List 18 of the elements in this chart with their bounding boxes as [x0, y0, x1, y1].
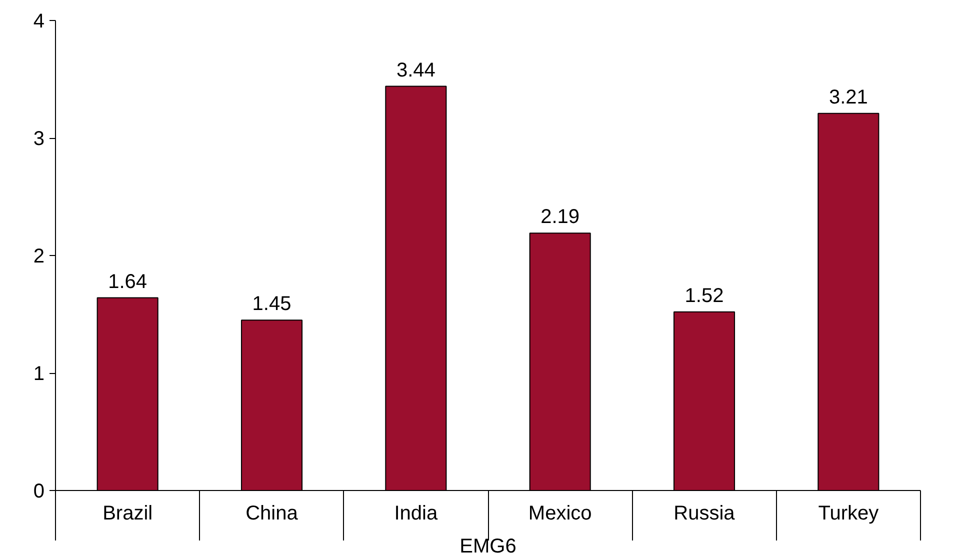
data-label: 3.21	[828, 86, 868, 108]
x-tick-label: Mexico	[528, 502, 592, 524]
data-label: 1.45	[252, 293, 292, 316]
data-label: 1.52	[684, 284, 724, 307]
x-tick-label: China	[246, 502, 299, 524]
y-tick-label: 4	[33, 10, 44, 32]
y-tick-label: 2	[33, 246, 44, 268]
y-tick-label: 0	[33, 480, 44, 502]
y-tick-label: 1	[33, 363, 44, 385]
data-label: 3.44	[396, 59, 436, 82]
x-tick-label: Turkey	[818, 502, 879, 524]
x-tick-label: India	[394, 502, 438, 524]
y-tick-label: 3	[33, 128, 44, 150]
data-label: 2.19	[540, 206, 580, 228]
x-tick-label: Brazil	[102, 502, 153, 524]
x-axis-title: EMG6	[460, 536, 516, 558]
data-label: 1.64	[108, 270, 148, 293]
x-tick-label: Russia	[674, 502, 736, 524]
